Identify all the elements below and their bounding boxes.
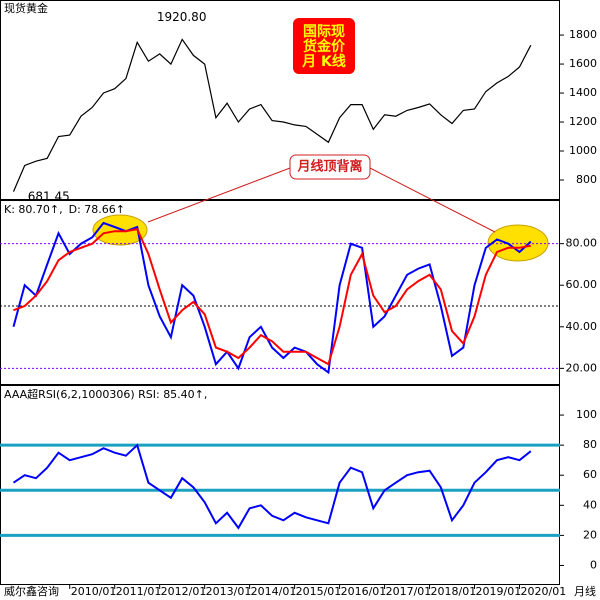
y-tick-label: 80.00 (566, 237, 598, 250)
x-tick-label: 2014/01 (251, 585, 297, 598)
legend-entry: AAA超RSI(6,2,1000306) RSI: 85.40↑, (4, 387, 207, 401)
chart-title: 现货黄金 (4, 1, 48, 15)
badge-box (293, 18, 355, 74)
series-line (12, 38, 532, 192)
y-tick-label: 40.00 (566, 320, 598, 333)
highlight (487, 224, 549, 262)
series-line (12, 221, 532, 375)
badge-line: 货金价 (302, 38, 346, 55)
y-tick-label: 800 (576, 173, 597, 186)
legend-entry: K: 80.70↑, (4, 203, 63, 216)
source: 威尔鑫咨询 (4, 584, 59, 598)
x-tick-label: 2010/01 (71, 585, 117, 598)
kd-frame (0, 200, 560, 385)
y-tick-label: 100 (576, 408, 597, 421)
y-tick-label: 60 (583, 468, 597, 481)
y-tick-label: 1600 (569, 57, 597, 70)
x-tick-label: 2017/01 (386, 585, 432, 598)
series-line (12, 443, 532, 530)
y-tick-label: 60.00 (566, 278, 598, 291)
series-line (13, 227, 531, 366)
legend-entry: D: 78.66↑ (69, 203, 125, 216)
x-tick-label: 2019/01 (476, 585, 522, 598)
x-tick-label: 2012/01 (161, 585, 207, 598)
x-tick-label: 2015/01 (296, 585, 342, 598)
y-tick-label: 20 (583, 528, 597, 541)
callout-box (289, 154, 371, 180)
x-tick-label: 2011/01 (116, 585, 162, 598)
price-frame (0, 0, 560, 200)
y-tick-label: 0 (590, 558, 597, 571)
period: 月线 (574, 584, 596, 598)
rsi-frame (0, 385, 560, 585)
callout-line (369, 167, 496, 233)
x-tick-label: 2013/01 (206, 585, 252, 598)
x-tick-label: 2020/01 (521, 585, 567, 598)
y-tick-label: 20.00 (566, 361, 598, 374)
badge-line: 月 K线 (301, 53, 346, 70)
badge-line: 国际现 (303, 24, 345, 40)
annotation: 1920.80 (157, 10, 207, 24)
annotation: 681.45 (28, 190, 70, 204)
x-tick-label: 2016/01 (341, 585, 387, 598)
y-tick-label: 80 (583, 438, 597, 451)
y-tick-label: 1000 (569, 144, 597, 157)
x-tick-label: 2018/01 (431, 585, 477, 598)
callout-line (147, 167, 291, 223)
y-tick-label: 40 (583, 498, 597, 511)
callout: 月线顶背离 (296, 159, 362, 175)
y-tick-label: 1400 (569, 86, 597, 99)
y-tick-label: 1200 (569, 115, 597, 128)
y-tick-label: 1800 (569, 28, 597, 41)
